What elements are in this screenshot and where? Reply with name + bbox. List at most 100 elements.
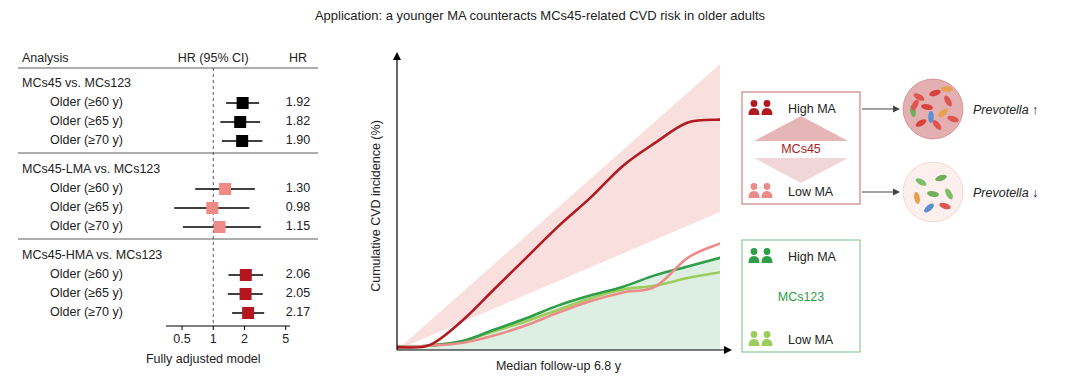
legend-group: MCs45 High MA Prevotella ↑ Low MA Prevotella… (742, 79, 1038, 222)
arrow-head (893, 106, 900, 113)
bacterium (944, 187, 955, 200)
y-axis-label: Cumulative CVD incidence (%) (369, 120, 383, 292)
row-label: Older (≥60 y) (50, 181, 123, 195)
arrow (862, 192, 897, 193)
row-label: Older (≥60 y) (50, 95, 123, 109)
row-label: Older (≥65 y) (50, 286, 123, 300)
microbiome-label: Prevotella ↑ (973, 103, 1038, 117)
figure: Application: a younger MA counteracts MC… (0, 0, 1080, 379)
bacterium (934, 173, 947, 182)
hr-label: 1.15 (286, 219, 310, 233)
row-label: Older (≥70 y) (50, 305, 123, 319)
person-icon (764, 100, 771, 107)
hr-point (240, 288, 252, 300)
hr-point (237, 97, 249, 109)
tick-label: 0.5 (173, 332, 190, 346)
row-label: Older (≥70 y) (50, 133, 123, 147)
hr-point (234, 116, 246, 128)
person-icon (749, 256, 760, 263)
bacterium (923, 202, 936, 214)
person-icon (751, 183, 758, 190)
reference-line (213, 68, 214, 326)
incidence-curve (397, 243, 720, 347)
legend-group-label: MCs45 (781, 142, 821, 156)
bacterium (943, 94, 954, 107)
person-icon (749, 339, 760, 346)
x-axis-label: Median follow-up 6.8 y (496, 359, 622, 373)
person-icon (762, 256, 773, 263)
group-label: MCs45-LMA vs. MCs123 (22, 162, 160, 176)
x-axis (397, 349, 728, 350)
bacterium (928, 111, 934, 123)
legend-label: High MA (788, 250, 837, 264)
person-icon (751, 248, 758, 255)
row-label: Older (≥60 y) (50, 267, 123, 281)
person-icon (762, 191, 773, 198)
person-icon (749, 191, 760, 198)
hr-label: 1.82 (286, 114, 310, 128)
bacterium (921, 103, 934, 111)
legend-label: Low MA (788, 333, 834, 347)
tick (182, 326, 183, 330)
divider (18, 239, 318, 240)
bacterium (941, 86, 953, 92)
hr-label: 0.98 (286, 200, 310, 214)
axis-arrow (724, 346, 732, 354)
microbiome-circle (903, 79, 963, 139)
microbiome-circle (903, 162, 963, 222)
legend-box (742, 92, 860, 204)
bacterium (927, 190, 940, 198)
tick-label: 5 (282, 332, 289, 346)
hr-label: 1.90 (286, 133, 310, 147)
legend-group: MCs123 High MA Low MA (742, 240, 860, 352)
person-icon (751, 331, 758, 338)
arrow-head (893, 189, 900, 196)
title: Application: a younger MA counteracts MC… (315, 8, 766, 23)
y-axis (396, 56, 397, 350)
person-icon (762, 108, 773, 115)
person-icon (762, 339, 773, 346)
x-axis-label: Fully adjusted model (146, 352, 261, 366)
legend-group-label: MCs123 (778, 290, 825, 304)
column-header: Analysis (22, 51, 69, 65)
incidence-curve (397, 120, 720, 348)
tick-label: 2 (241, 332, 248, 346)
person-icon (751, 100, 758, 107)
row-label: Older (≥70 y) (50, 219, 123, 233)
hr-label: 1.92 (286, 95, 310, 109)
bacterium (914, 118, 927, 129)
risk-band (397, 64, 720, 350)
legend-label: Low MA (788, 185, 834, 199)
microbiome-label: Prevotella ↓ (973, 186, 1038, 200)
bacterium (914, 177, 927, 188)
row-label: Older (≥65 y) (50, 200, 123, 214)
tick (244, 326, 245, 330)
person-icon (764, 248, 771, 255)
hr-point (240, 269, 252, 281)
hr-point (236, 135, 248, 147)
legend-box (742, 240, 860, 352)
bacterium (913, 192, 921, 205)
arrow (862, 109, 897, 110)
divider (18, 68, 318, 69)
hr-label: 2.06 (286, 267, 310, 281)
legend-label: High MA (788, 102, 837, 116)
bacterium (910, 98, 921, 111)
axis-arrow (393, 52, 401, 60)
bacterium (938, 201, 951, 210)
bacterium (946, 114, 959, 123)
hr-point (214, 221, 226, 233)
tick (213, 326, 214, 330)
gradient-triangle (754, 116, 848, 141)
hr-label: 2.05 (286, 286, 310, 300)
bacterium (928, 88, 941, 97)
column-header: HR (289, 51, 307, 65)
person-icon (764, 331, 771, 338)
person-icon (749, 108, 760, 115)
hr-point (219, 183, 231, 195)
hr-point (206, 202, 218, 214)
hr-label: 1.30 (286, 181, 310, 195)
hr-point (242, 307, 254, 319)
tick (285, 326, 286, 330)
divider (18, 153, 318, 154)
